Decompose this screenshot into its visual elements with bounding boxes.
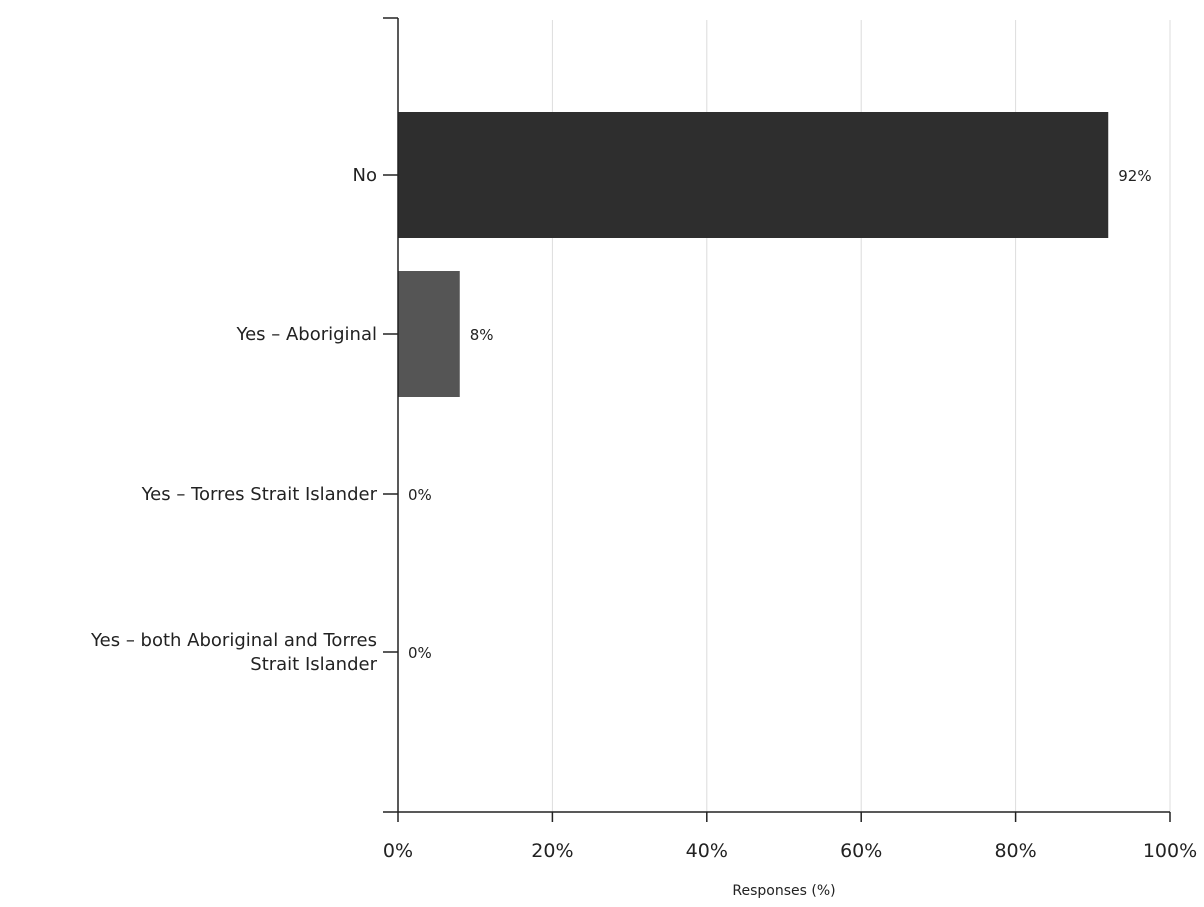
x-tick-label: 100%: [1143, 840, 1197, 862]
category-label: Strait Islander: [250, 654, 377, 675]
bar: [398, 112, 1109, 238]
axes: [383, 17, 1171, 822]
bars: [398, 112, 1109, 397]
data-label: 0%: [408, 486, 432, 504]
x-axis-title: Responses (%): [732, 883, 835, 899]
labels: 0% 20% 40% 60% 80% 100% No 92% Yes – Aboriginal 8…: [90, 165, 1197, 862]
category-label: Yes – Torres Strait Islander: [141, 484, 378, 505]
x-tick-label: 60%: [840, 840, 882, 862]
x-tick-label: 80%: [994, 840, 1036, 862]
bar: [398, 271, 460, 397]
category-label: Yes – Aboriginal: [235, 324, 377, 345]
x-tick-label: 0%: [383, 840, 413, 862]
data-label: 8%: [470, 326, 494, 344]
category-label: Yes – both Aboriginal and Torres: [90, 630, 377, 651]
category-label: No: [353, 165, 377, 186]
x-tick-label: 40%: [686, 840, 728, 862]
data-label: 0%: [408, 644, 432, 662]
data-label: 92%: [1118, 167, 1151, 185]
x-tick-label: 20%: [531, 840, 573, 862]
